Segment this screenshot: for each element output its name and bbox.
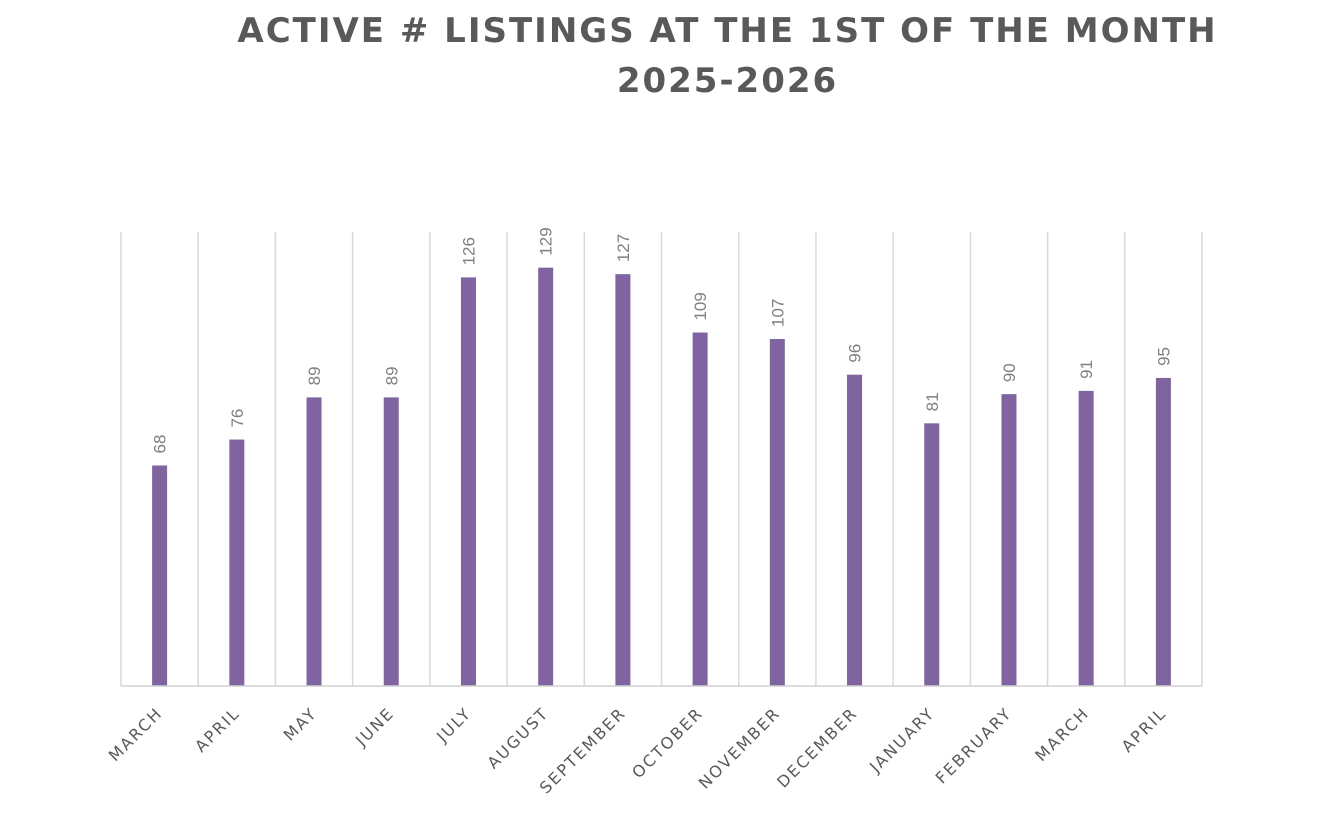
- data-label: 96: [846, 344, 865, 363]
- chart-title: ACTIVE # LISTINGS AT THE 1ST OF THE MONT…: [0, 6, 1333, 106]
- x-tick-label: MARCH: [1031, 703, 1093, 765]
- x-tick-label: FEBRUARY: [932, 703, 1016, 787]
- x-tick-label: JULY: [432, 703, 475, 746]
- bar: [1001, 394, 1017, 686]
- data-label: 89: [382, 366, 401, 385]
- data-label: 129: [537, 227, 556, 255]
- x-tick-label: APRIL: [1118, 703, 1171, 756]
- x-tick-label: AUGUST: [483, 703, 552, 772]
- data-label: 107: [768, 299, 787, 327]
- data-label: 91: [1077, 360, 1096, 379]
- bars: [152, 267, 1171, 686]
- bar: [460, 277, 476, 686]
- bar: [1078, 390, 1094, 686]
- x-tick-label: JANUARY: [865, 703, 938, 776]
- bar: [383, 397, 399, 686]
- bar: [769, 339, 785, 686]
- bar: [692, 332, 708, 686]
- x-tick-labels: MARCH APRIL MAY JUNE JULY AUGUSTSEPTEMBEROCTO…: [105, 703, 1171, 797]
- x-tick-label: OCTOBER: [628, 703, 707, 782]
- x-tick-label: JUNE: [351, 703, 398, 750]
- data-label: 89: [305, 366, 324, 385]
- bar: [229, 439, 245, 686]
- data-label: 109: [691, 292, 710, 320]
- data-label: 127: [614, 234, 633, 262]
- x-tick-label: MAY: [280, 703, 321, 744]
- bar: [306, 397, 322, 686]
- data-labels: 68 76 89 89 126 129 127 109 107 96 81 90 91 95: [151, 227, 1174, 453]
- data-label: 95: [1154, 347, 1173, 366]
- x-tick-label: NOVEMBER: [695, 703, 784, 792]
- data-label: 81: [923, 392, 942, 411]
- bar: [1155, 377, 1171, 686]
- bar: [615, 274, 631, 686]
- chart-title-main: ACTIVE # LISTINGS AT THE 1ST OF THE MONT…: [237, 11, 1218, 51]
- data-label: 68: [151, 435, 170, 454]
- data-label: 76: [228, 409, 247, 428]
- data-label: 126: [459, 237, 478, 265]
- gridlines: [120, 232, 1203, 686]
- bar: [152, 465, 168, 686]
- bar: [538, 267, 554, 686]
- x-tick-label: DECEMBER: [773, 703, 861, 791]
- bar: [924, 423, 940, 686]
- chart-subtitle: 2025-2026: [616, 61, 839, 101]
- x-tick-label: MARCH: [105, 703, 167, 765]
- x-tick-label: APRIL: [191, 703, 244, 756]
- bar: [847, 374, 863, 686]
- data-label: 90: [1000, 363, 1019, 382]
